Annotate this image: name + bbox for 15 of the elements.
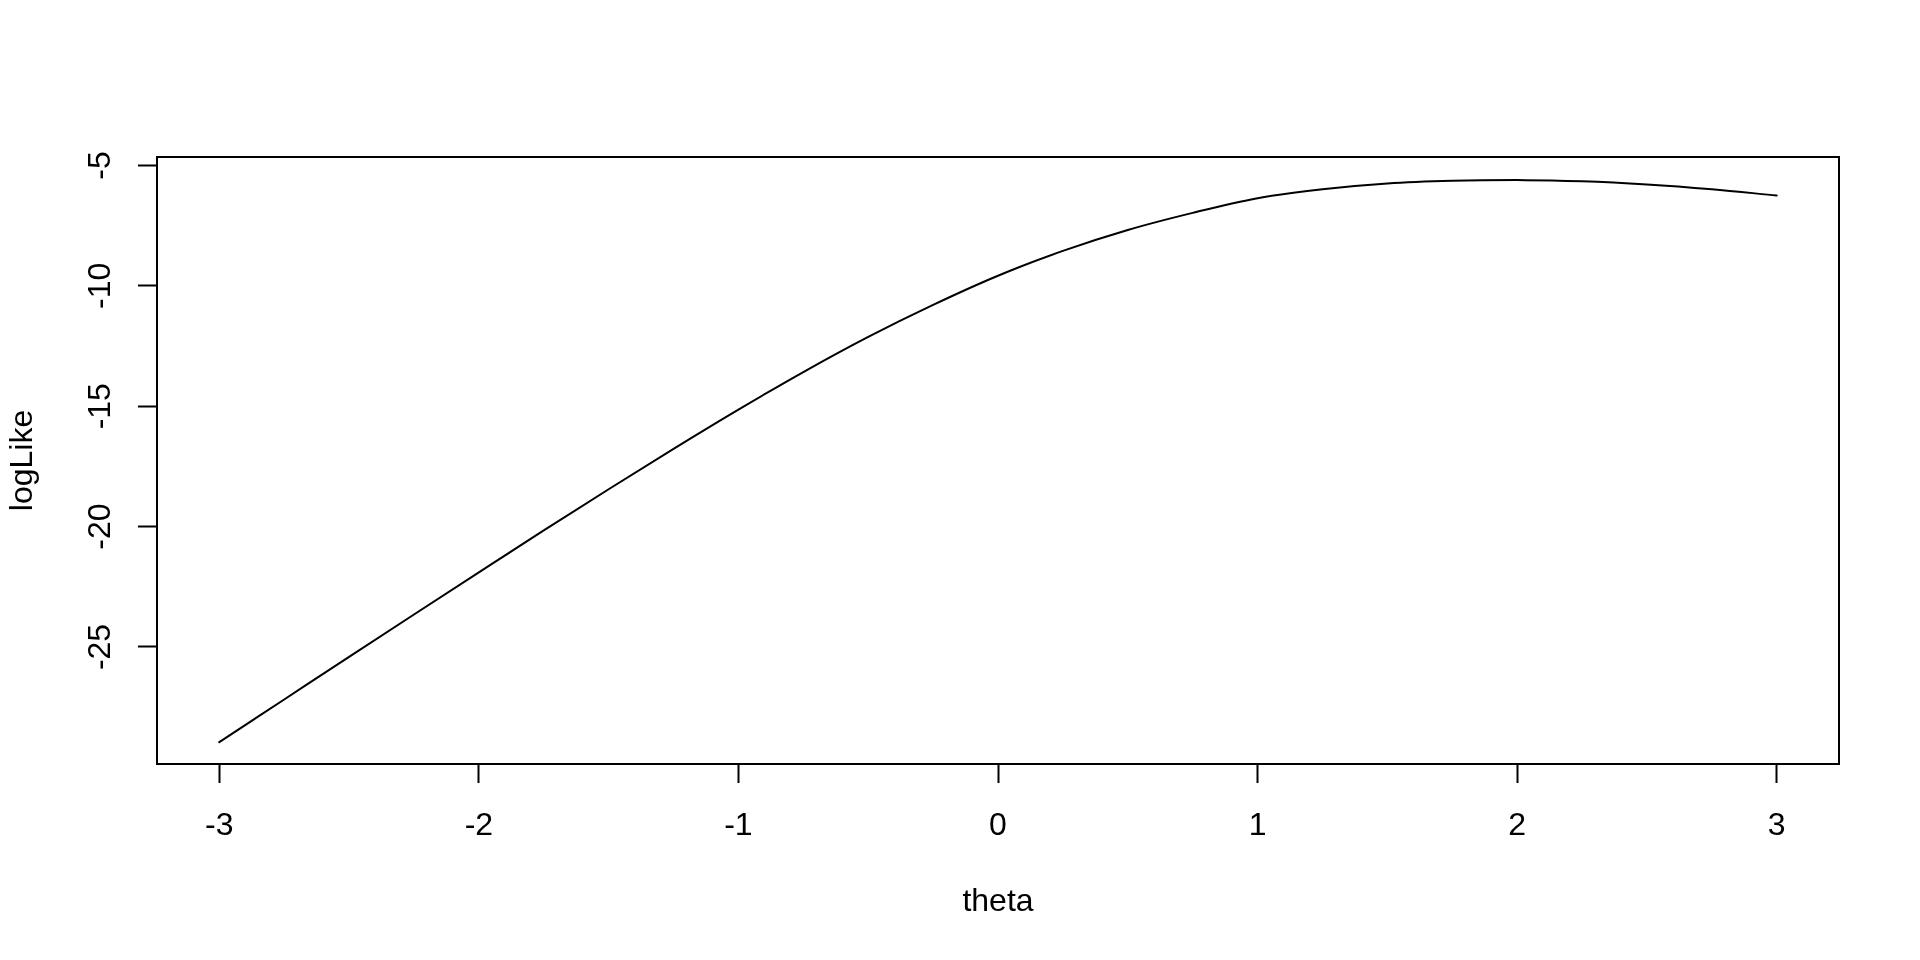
y-axis-title: logLike [3,409,40,512]
x-tick-label: 3 [1767,806,1786,843]
x-tick-label: -2 [464,806,494,843]
x-tick-label: -3 [205,806,234,843]
x-tick-label: -1 [724,806,753,843]
y-tick-label: -20 [80,503,117,550]
x-axis-title: theta [962,881,1034,918]
y-tick-label: -10 [80,262,117,309]
line-series [218,179,1778,744]
y-tick-label: -15 [80,383,117,430]
y-tick-label: -5 [80,151,117,180]
x-tick-label: 2 [1508,806,1527,843]
x-tick-label: 0 [989,806,1007,843]
x-tick-label: 1 [1248,806,1267,843]
y-tick-label: -25 [80,623,117,671]
